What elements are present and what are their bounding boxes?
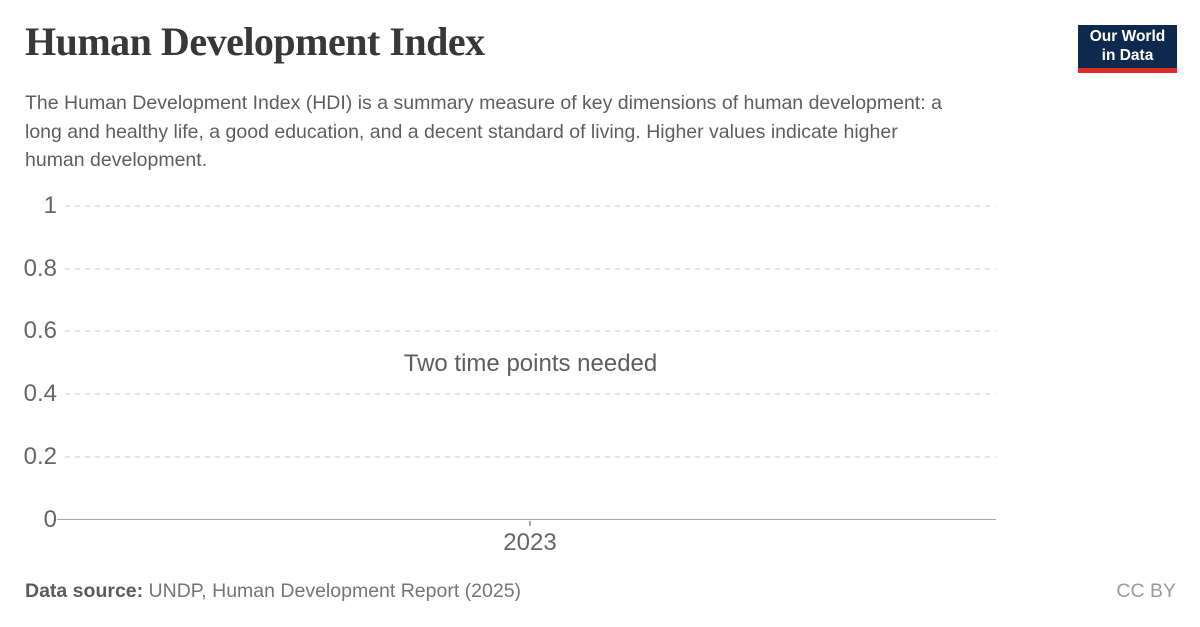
gridline <box>65 455 996 458</box>
page-title: Human Development Index <box>25 19 485 64</box>
data-source-note: Data source: UNDP, Human Development Rep… <box>25 580 521 603</box>
owid-logo-line2: in Data <box>1101 46 1154 64</box>
subtitle-line: The Human Development Index (HDI) is a s… <box>25 92 942 114</box>
y-axis-tick-label: 0.2 <box>23 442 57 470</box>
gridline <box>65 267 996 270</box>
subtitle-line: human development. <box>25 149 208 171</box>
gridline <box>65 330 996 333</box>
owid-logo: Our World in Data <box>1078 25 1177 73</box>
y-axis-tick-label: 1 <box>43 192 57 219</box>
owid-logo-line1: Our World <box>1089 28 1166 45</box>
data-source-value: UNDP, Human Development Report (2025) <box>148 580 522 602</box>
y-axis-tick-label: 0 <box>43 505 57 533</box>
y-axis-tick-label: 0.8 <box>23 254 57 282</box>
y-axis-tick-label: 0.6 <box>23 317 57 345</box>
chart-subtitle: The Human Development Index (HDI) is a s… <box>25 89 942 175</box>
data-source-label: Data source: <box>25 580 144 602</box>
subtitle-line: long and healthy life, a good education,… <box>25 120 898 143</box>
gridline <box>65 393 996 396</box>
gridline <box>65 205 996 207</box>
x-axis-line <box>57 518 996 520</box>
license-label: CC BY <box>1116 580 1176 602</box>
y-axis-tick-label: 0.4 <box>23 380 57 408</box>
empty-chart-message: Two time points needed <box>403 350 658 377</box>
x-axis-tick-label: 2023 <box>503 529 557 556</box>
x-axis-tick-mark <box>529 521 531 526</box>
